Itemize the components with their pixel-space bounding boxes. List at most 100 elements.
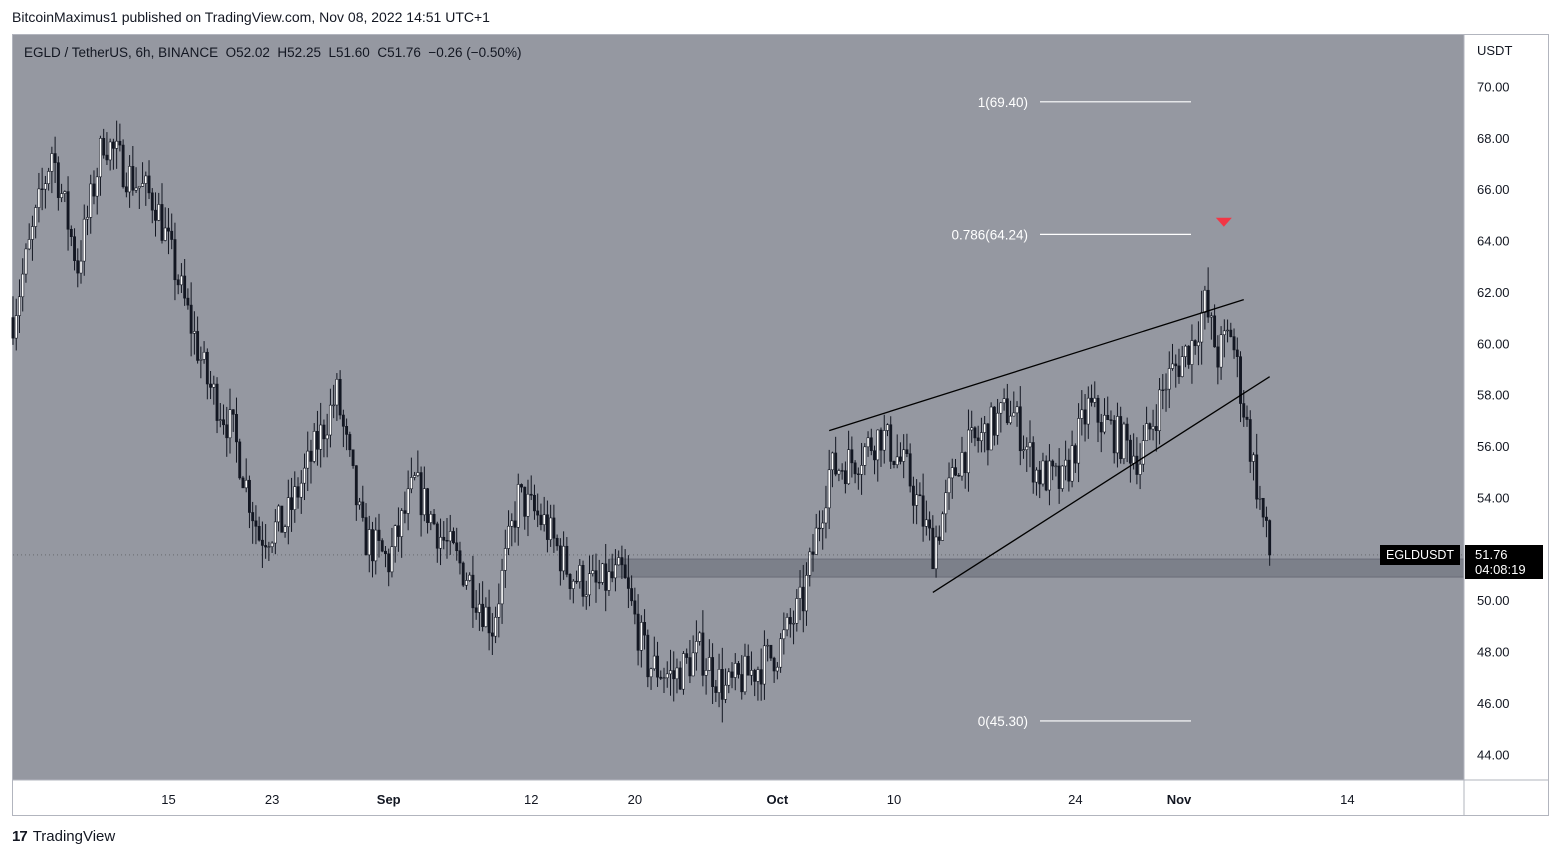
candle xyxy=(34,204,38,239)
candle xyxy=(976,425,980,453)
candle-body xyxy=(471,574,475,609)
candle xyxy=(1242,390,1246,427)
candle xyxy=(1018,386,1022,466)
candle xyxy=(1122,421,1126,465)
candle-body xyxy=(124,186,128,193)
candle-body xyxy=(484,606,488,627)
candle-body xyxy=(701,632,705,676)
high-label: H xyxy=(277,45,288,60)
candle-body xyxy=(50,153,54,172)
candle xyxy=(319,402,323,468)
fib-level-label: 0.786(64.24) xyxy=(951,227,1028,242)
candle xyxy=(167,208,170,255)
candle xyxy=(400,508,404,558)
x-tick-label: Nov xyxy=(1167,792,1192,807)
candle-body xyxy=(1060,465,1064,489)
candle-body xyxy=(1145,423,1149,441)
candle-body xyxy=(1164,388,1168,391)
candle-body xyxy=(1038,469,1042,485)
candle xyxy=(643,609,647,650)
candle-body xyxy=(656,655,659,678)
candle xyxy=(396,507,400,552)
candle xyxy=(594,553,598,603)
symbol-pair[interactable]: EGLD / TetherUS, 6h, BINANCE xyxy=(24,45,219,60)
candle xyxy=(973,426,977,447)
candle xyxy=(834,436,838,477)
candle-body xyxy=(1025,446,1029,450)
candle-body xyxy=(853,462,857,475)
candle-body xyxy=(834,452,838,475)
peak-arrow-icon xyxy=(1215,217,1232,227)
footer-brand[interactable]: 17 TradingView xyxy=(12,828,115,845)
candle-body xyxy=(941,513,944,541)
candle xyxy=(750,651,753,686)
candle-body xyxy=(1018,406,1022,452)
candle-body xyxy=(992,406,996,436)
candle-body xyxy=(500,570,504,605)
candle-body xyxy=(115,140,119,149)
candle xyxy=(387,548,391,587)
candle-body xyxy=(293,486,297,510)
candle xyxy=(1038,461,1042,499)
candle-body xyxy=(299,482,303,498)
tradingview-logo-icon: 17 xyxy=(12,828,28,845)
candle xyxy=(231,409,235,432)
y-tick-label: 58.00 xyxy=(1477,388,1510,403)
candle xyxy=(1180,346,1184,378)
candle xyxy=(782,612,786,655)
candle-body xyxy=(257,525,261,541)
candle xyxy=(682,651,685,695)
x-tick-label: 12 xyxy=(524,792,538,807)
candle xyxy=(737,661,740,679)
candle-body xyxy=(830,452,834,471)
candle-body xyxy=(960,452,964,477)
candle-body xyxy=(419,472,423,516)
candle xyxy=(439,518,442,566)
candle xyxy=(510,513,514,547)
candle-body xyxy=(1148,423,1152,430)
candle xyxy=(704,658,708,695)
candle xyxy=(286,479,290,545)
candle xyxy=(775,662,779,680)
candle-body xyxy=(205,351,209,385)
candle-body xyxy=(429,513,433,523)
candle-body xyxy=(843,470,847,485)
candle xyxy=(371,521,374,578)
candle-body xyxy=(325,434,329,440)
candle-body xyxy=(481,603,485,627)
candle-body xyxy=(273,521,277,544)
candle-body xyxy=(390,546,394,573)
candle xyxy=(21,258,25,312)
candle xyxy=(539,503,543,531)
candle-body xyxy=(1028,442,1032,448)
candle xyxy=(1219,326,1223,380)
candle-body xyxy=(377,529,381,541)
candle xyxy=(89,174,93,234)
candle-body xyxy=(102,137,106,156)
candle xyxy=(601,562,604,585)
candle-body xyxy=(545,514,549,540)
candle xyxy=(581,560,585,607)
candle-body xyxy=(364,517,368,556)
candle xyxy=(863,443,867,476)
candle xyxy=(1112,415,1116,464)
candle-body xyxy=(996,412,1000,436)
candle-body xyxy=(662,677,666,679)
candle-body xyxy=(416,472,420,476)
candle xyxy=(986,422,990,466)
candle-body xyxy=(753,670,757,682)
candle xyxy=(1119,406,1123,464)
candle xyxy=(432,508,436,526)
candle xyxy=(1005,383,1009,425)
candle-body xyxy=(558,545,562,572)
candle-body xyxy=(626,577,630,589)
candle-body xyxy=(76,260,80,274)
candle-body xyxy=(983,423,987,433)
candle-body xyxy=(196,331,200,361)
candle-body xyxy=(886,424,889,431)
candle xyxy=(1012,391,1016,417)
candle xyxy=(183,258,187,306)
candle-body xyxy=(99,137,102,178)
candle xyxy=(639,615,643,668)
